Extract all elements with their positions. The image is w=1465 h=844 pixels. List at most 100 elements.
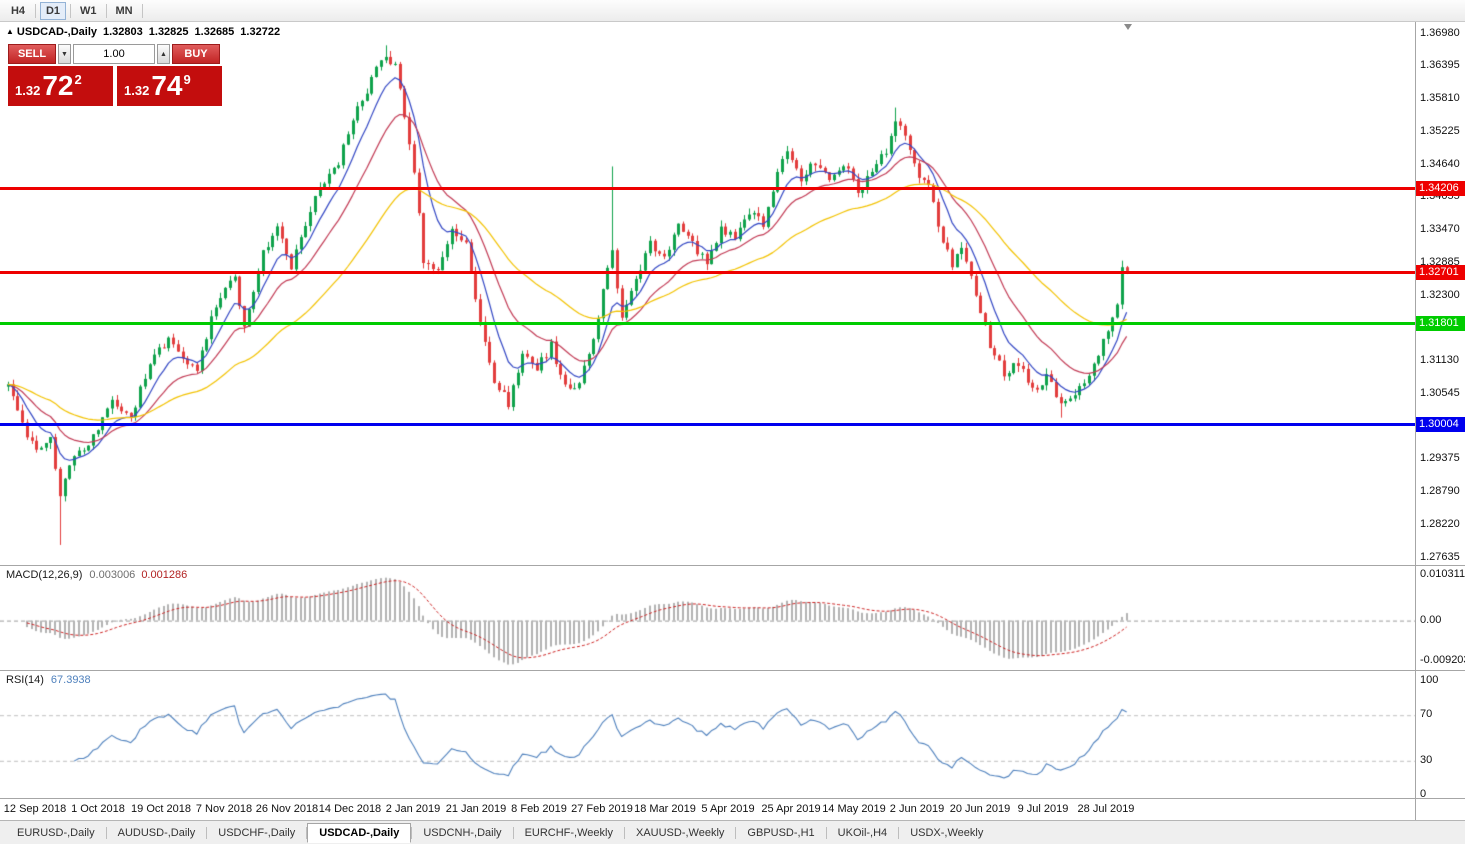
macd-indicator-canvas[interactable] <box>0 566 1415 670</box>
ohlc-high: 1.32825 <box>148 26 189 38</box>
timeframe-button-h4[interactable]: H4 <box>10 4 26 17</box>
price-tag-1.32701[interactable]: 1.32701 <box>1416 265 1465 281</box>
symbol-tab-eurusd-daily[interactable]: EURUSD-,Daily <box>17 826 95 839</box>
macd-axis-label: 0.00 <box>1420 613 1442 626</box>
price-tick-label: 1.31130 <box>1420 354 1459 366</box>
date-label: 27 Feb 2019 <box>571 803 633 815</box>
price-tick-label: 1.28220 <box>1420 517 1460 530</box>
symbol-tab-usdcad-daily[interactable]: USDCAD-,Daily <box>307 822 412 843</box>
ohlc-close: 1.32722 <box>240 26 281 38</box>
toolbar-separator <box>35 3 36 18</box>
rsi-axis-label: 70 <box>1420 708 1433 721</box>
price-tick-label: 1.32885 <box>1420 255 1460 268</box>
rsi-axis-label: 100 <box>1420 674 1439 686</box>
symbol-tab-xauusd-weekly[interactable]: XAUUSD-,Weekly <box>635 826 725 839</box>
tab-separator <box>512 826 514 839</box>
date-label: 1 Oct 2018 <box>71 803 125 815</box>
date-label: 2 Jan 2019 <box>385 803 441 815</box>
price-tick-label: 1.36980 <box>1420 26 1460 39</box>
rsi-axis-label: 0 <box>1420 788 1427 800</box>
tab-separator <box>411 826 413 839</box>
date-label: 14 May 2019 <box>822 803 886 815</box>
trade-prices-row: 1.32 72 2 1.32 74 9 <box>8 66 222 106</box>
macd-name: MACD(12,26,9) <box>6 569 83 581</box>
horizontal-line-1.32701[interactable] <box>0 271 1415 275</box>
price-tick-label: 1.33470 <box>1420 223 1460 235</box>
date-label: 7 Nov 2018 <box>195 803 253 815</box>
sell-price-display[interactable]: 1.32 72 2 <box>8 66 113 106</box>
pane-divider <box>0 798 1465 799</box>
price-scale[interactable]: 1.36980 1.36395 1.35810 1.35225 1.34640 1.340… <box>1416 22 1465 820</box>
sell-price-prefix: 1.32 <box>15 83 41 98</box>
date-label: 19 Oct 2018 <box>131 803 191 815</box>
date-label: 2 Jun 2019 <box>889 803 945 815</box>
time-scale[interactable]: 12 Sep 2018 1 Oct 2018 19 Oct 2018 7 Nov 20… <box>0 800 1415 820</box>
price-tick-label: 1.29375 <box>1420 452 1460 465</box>
toolbar-separator <box>141 3 143 18</box>
price-tag-1.31801[interactable]: 1.31801 <box>1416 315 1465 331</box>
date-label: 5 Apr 2019 <box>701 803 755 815</box>
buy-price-display[interactable]: 1.32 74 9 <box>117 66 222 106</box>
price-tick-label: 1.28790 <box>1420 485 1460 497</box>
price-tag-1.34206[interactable]: 1.34206 <box>1416 181 1465 197</box>
price-chart-canvas[interactable] <box>0 22 1415 565</box>
price-tick-label: 1.36395 <box>1420 59 1460 72</box>
volume-input[interactable] <box>73 44 155 64</box>
rsi-indicator-canvas[interactable] <box>0 672 1415 798</box>
buy-price-pip: 9 <box>183 72 191 87</box>
date-label: 25 Apr 2019 <box>761 803 821 815</box>
trade-buttons-row: SELL ▼ ▲ BUY <box>8 44 222 64</box>
one-click-trading-panel: SELL ▼ ▲ BUY 1.32 72 2 1.32 74 9 <box>8 44 222 106</box>
date-label: 26 Nov 2018 <box>255 803 319 815</box>
pane-divider[interactable] <box>0 670 1465 671</box>
horizontal-line-1.30004[interactable] <box>0 422 1415 426</box>
price-tick-label: 1.35810 <box>1420 92 1460 104</box>
horizontal-line-1.34206[interactable] <box>0 187 1415 191</box>
timeframe-button-d1[interactable]: D1 <box>40 1 66 20</box>
symbol-tab-usdcnh-daily[interactable]: USDCNH-,Daily <box>423 826 502 839</box>
tab-separator <box>105 826 107 839</box>
symbol-tab-gbpusd-h1[interactable]: GBPUSD-,H1 <box>747 826 815 839</box>
sell-price-pip: 2 <box>74 72 82 87</box>
volume-decrease-button[interactable]: ▼ <box>58 44 71 64</box>
sell-button[interactable]: SELL <box>8 44 56 64</box>
pane-divider[interactable] <box>0 565 1465 566</box>
symbol-tab-audusd-daily[interactable]: AUDUSD-,Daily <box>117 826 196 839</box>
timeframe-button-mn[interactable]: MN <box>115 4 133 17</box>
macd-value-main: 0.003006 <box>89 569 136 581</box>
date-label: 12 Sep 2018 <box>3 803 67 815</box>
timeframe-button-w1[interactable]: W1 <box>80 4 97 17</box>
price-tick-label: 1.27635 <box>1420 550 1460 563</box>
ohlc-open: 1.32803 <box>103 26 143 38</box>
macd-value-signal: 0.001286 <box>141 569 188 581</box>
price-tick-label: 1.34640 <box>1420 157 1460 170</box>
ohlc-low: 1.32685 <box>194 26 235 38</box>
toolbar-separator <box>105 3 107 18</box>
date-label: 20 Jun 2019 <box>949 803 1011 815</box>
symbol-tab-usdchf-daily[interactable]: USDCHF-,Daily <box>218 826 296 839</box>
horizontal-line-1.31801[interactable] <box>0 321 1415 325</box>
buy-button[interactable]: BUY <box>172 44 220 64</box>
date-label: 18 Mar 2019 <box>634 803 696 815</box>
macd-axis-label: 0.010311 <box>1420 568 1465 581</box>
tab-separator <box>898 826 900 839</box>
date-label: 14 Dec 2018 <box>318 803 382 815</box>
volume-increase-button[interactable]: ▲ <box>157 44 170 64</box>
symbol-tab-ukoil-h4[interactable]: UKOil-,H4 <box>837 826 888 839</box>
buy-price-main: 74 <box>151 70 183 101</box>
date-label: 9 Jul 2019 <box>1017 803 1069 815</box>
buy-price-prefix: 1.32 <box>124 83 150 98</box>
tab-separator <box>206 826 208 839</box>
chart-shift-marker-icon <box>1124 24 1132 30</box>
one-click-arrow-icon[interactable]: ▲ <box>6 27 14 36</box>
chart-title: ▲ USDCAD-,Daily 1.32803 1.32825 1.32685 1.327… <box>6 26 280 38</box>
symbol-tab-usdx-weekly[interactable]: USDX-,Weekly <box>910 826 984 839</box>
price-axis-border <box>1415 22 1416 820</box>
chart-tab-bar: EURUSD-,Daily AUDUSD-,Daily USDCHF-,Daily U… <box>0 820 1465 844</box>
toolbar-separator <box>70 3 71 18</box>
symbol-tab-eurchf-weekly[interactable]: EURCHF-,Weekly <box>524 826 613 839</box>
sell-price-main: 72 <box>42 70 74 101</box>
price-tag-1.30004[interactable]: 1.30004 <box>1416 416 1465 432</box>
rsi-axis-label: 30 <box>1420 753 1433 766</box>
